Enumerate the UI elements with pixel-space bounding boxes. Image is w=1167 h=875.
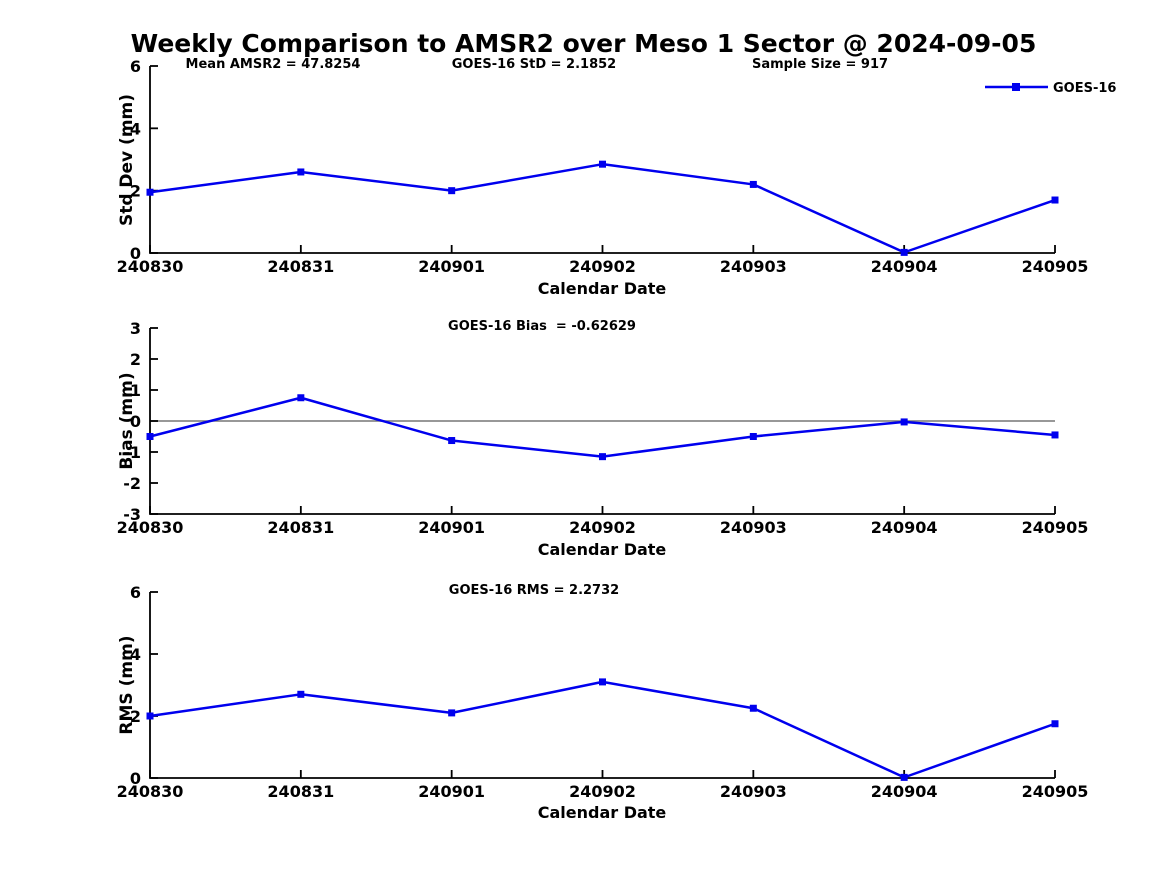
- x-tick-label: 240830: [117, 782, 184, 801]
- subplot-std-dev: 0 2 4 6 240830 240831 240901 240902 240903 240904…: [117, 57, 1089, 276]
- y-tick-label: 6: [130, 583, 141, 602]
- data-point-marker: [599, 453, 606, 461]
- y-tick-label: 4: [130, 119, 141, 138]
- y-tick-label: 2: [130, 182, 141, 201]
- data-point-marker: [900, 418, 908, 426]
- x-axis-label-1: Calendar Date: [537, 279, 667, 298]
- x-tick-label: 240830: [117, 518, 184, 537]
- legend-marker-sample: [1012, 83, 1020, 91]
- series-line: [149, 396, 1056, 458]
- x-tick-label: 240903: [720, 518, 787, 537]
- x-tick-label: 240901: [418, 782, 485, 801]
- data-point-marker: [900, 248, 908, 256]
- data-point-marker: [599, 160, 606, 168]
- data-point-marker: [297, 394, 305, 402]
- data-point-marker: [448, 437, 456, 445]
- x-tick-label: 240903: [720, 782, 787, 801]
- y-axis-label-rms: RMS (mm): [117, 635, 137, 735]
- data-point-marker: [297, 690, 305, 698]
- data-point-marker: [448, 709, 456, 717]
- x-tick-label: 240905: [1022, 518, 1089, 537]
- y-tick-label: -2: [123, 474, 141, 493]
- axis-spines: [149, 66, 1055, 254]
- x-tick-label: 240902: [569, 782, 636, 801]
- y-tick-label: 0: [130, 412, 141, 431]
- annotation-sample-size: Sample Size = 917: [751, 57, 889, 72]
- annotation-goes16-std: GOES-16 StD = 2.1852: [451, 57, 617, 72]
- data-point-marker: [297, 168, 305, 176]
- y-tick-label: 2: [130, 350, 141, 369]
- x-tick-label: 240902: [569, 257, 636, 276]
- data-point-marker: [1051, 431, 1059, 439]
- y-tick-label: 1: [130, 381, 141, 400]
- data-point-marker: [146, 712, 154, 720]
- y-tick-label: 6: [130, 57, 141, 76]
- x-tick-label: 240902: [569, 518, 636, 537]
- y-tick-label: 0: [130, 769, 141, 788]
- x-tick-label: 240904: [871, 782, 938, 801]
- x-tick-label: 240901: [418, 257, 485, 276]
- y-tick-label: -1: [123, 443, 141, 462]
- legend: [985, 83, 1048, 91]
- x-axis-label-3: Calendar Date: [537, 803, 667, 822]
- data-point-marker: [448, 187, 456, 195]
- x-axis-label-2: Calendar Date: [537, 540, 667, 559]
- x-tick-label: 240830: [117, 257, 184, 276]
- annotation-goes16-rms: GOES-16 RMS = 2.2732: [448, 583, 620, 598]
- data-point-marker: [1051, 720, 1059, 728]
- legend-label: GOES-16: [1053, 81, 1117, 96]
- y-tick-label: -3: [123, 505, 141, 524]
- series-line: [149, 162, 1056, 254]
- annotation-goes16-bias: GOES-16 Bias = -0.62629: [448, 319, 636, 334]
- data-point-marker: [749, 433, 757, 440]
- data-point-marker: [900, 773, 908, 781]
- y-tick-label: 2: [130, 707, 141, 726]
- x-tick-label: 240831: [267, 518, 334, 537]
- figure-title: Weekly Comparison to AMSR2 over Meso 1 S…: [130, 29, 1037, 58]
- x-tick-label: 240831: [267, 782, 334, 801]
- y-axis-label-bias: Bias (mm): [117, 372, 137, 470]
- x-tick-label: 240901: [418, 518, 485, 537]
- x-tick-label: 240831: [267, 257, 334, 276]
- y-tick-label: 4: [130, 645, 141, 664]
- x-tick-label: 240903: [720, 257, 787, 276]
- annotation-mean-amsr2: Mean AMSR2 = 47.8254: [185, 57, 361, 72]
- series-line: [149, 680, 1056, 779]
- data-point-marker: [599, 678, 606, 686]
- subplot-rms: 0 2 4 6 240830 240831 240901 240902 240903 240904…: [117, 583, 1089, 801]
- x-tick-label: 240905: [1022, 257, 1089, 276]
- data-point-marker: [146, 433, 154, 440]
- x-tick-label: 240904: [871, 257, 938, 276]
- x-tick-label: 240905: [1022, 782, 1089, 801]
- data-point-marker: [1051, 196, 1059, 204]
- data-point-marker: [146, 188, 154, 196]
- y-tick-label: 0: [130, 244, 141, 263]
- x-tick-label: 240904: [871, 518, 938, 537]
- y-tick-label: 3: [130, 319, 141, 338]
- y-axis-label-std-dev: Std Dev (mm): [117, 93, 137, 227]
- data-point-marker: [749, 180, 757, 188]
- data-point-marker: [749, 704, 757, 712]
